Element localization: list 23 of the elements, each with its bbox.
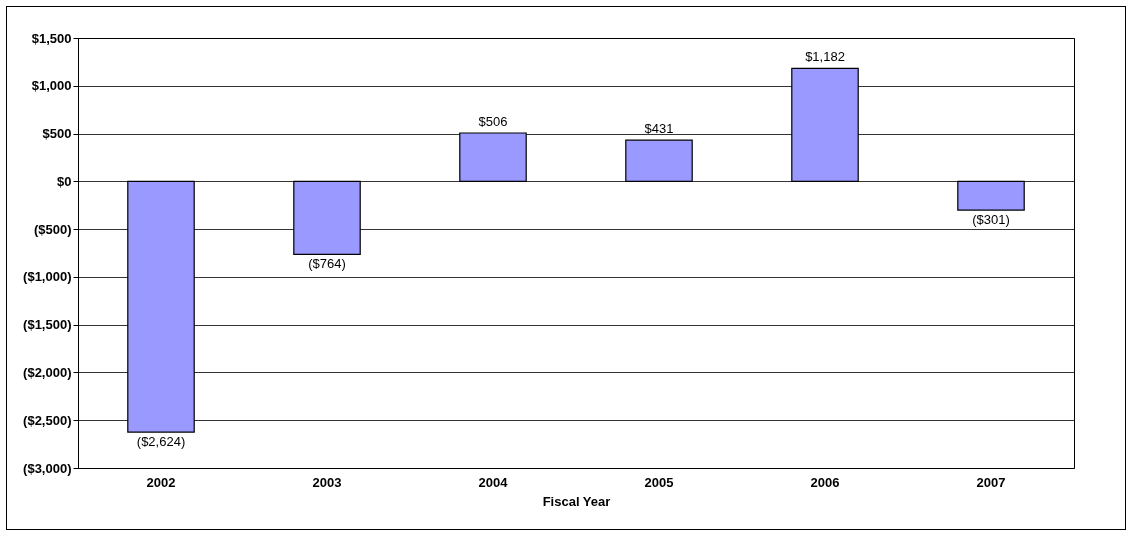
y-tick-label: ($1,000): [23, 269, 72, 285]
data-label: ($2,624): [136, 434, 186, 450]
data-label: $1,182: [805, 49, 845, 65]
y-tick-label: ($1,500): [23, 317, 72, 333]
x-tick-label: 2003: [312, 474, 342, 490]
x-tick-label: 2005: [644, 474, 674, 490]
y-tick-label: ($2,000): [23, 364, 72, 380]
data-label: $431: [644, 121, 674, 137]
y-tick-label: $1,500: [31, 30, 72, 46]
x-tick-label: 2002: [146, 474, 176, 490]
y-tick-label: ($500): [33, 221, 72, 237]
y-tick-label: $1,000: [31, 78, 72, 94]
data-label: $506: [478, 113, 508, 129]
x-axis-title: Fiscal Year: [542, 493, 611, 509]
x-tick-label: 2007: [976, 474, 1006, 490]
y-tick-label: ($2,500): [23, 412, 72, 428]
x-tick-label: 2004: [478, 474, 509, 490]
x-tick-label: 2006: [810, 474, 840, 490]
data-label: ($764): [308, 256, 346, 272]
data-label: ($301): [972, 212, 1010, 228]
y-tick-label: ($3,000): [23, 460, 72, 476]
y-tick-label: $0: [57, 173, 72, 189]
y-tick-label: $500: [42, 126, 72, 142]
